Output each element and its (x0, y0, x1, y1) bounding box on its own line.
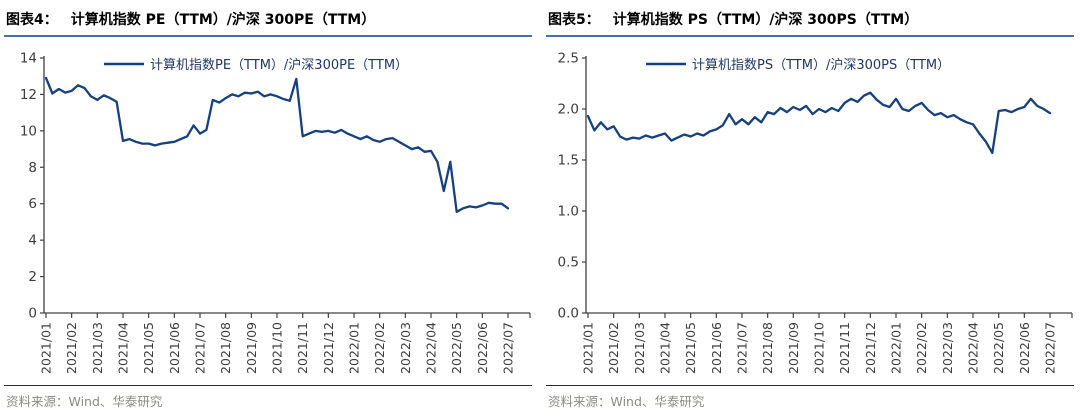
y-tick-label: 2.0 (558, 102, 579, 118)
series-line (44, 76, 510, 214)
x-tick-label: 2022/02 (914, 322, 929, 374)
x-tick-label: 2021/01 (581, 322, 596, 374)
x-tick-label: 2021/06 (167, 322, 182, 374)
y-tick-label: 1.5 (558, 153, 579, 169)
x-tick-label: 2022/01 (347, 322, 362, 374)
x-tick-label: 2021/01 (39, 322, 54, 374)
figure4-title-block: 图表4： 计算机指数 PE（TTM）/沪深 300PE（TTM） (4, 0, 532, 37)
x-tick-label: 2022/04 (424, 322, 439, 374)
x-tick-label: 2021/07 (735, 322, 750, 374)
x-tick-label: 2021/11 (295, 322, 310, 374)
x-tick-label: 2021/02 (64, 322, 79, 374)
figure4-source-rule: 资料来源：Wind、华泰研究 (4, 385, 532, 410)
x-tick-label: 2022/06 (475, 322, 490, 374)
x-tick-label: 2022/01 (889, 322, 904, 374)
y-tick-label: 6 (28, 196, 37, 212)
series-line (586, 91, 1052, 155)
figure4-source-note: 资料来源：Wind、华泰研究 (6, 394, 163, 409)
x-tick-label: 2022/05 (449, 322, 464, 374)
x-tick-label: 2022/07 (501, 322, 516, 374)
x-tick-label: 2021/12 (321, 322, 336, 374)
x-tick-label: 2021/07 (193, 322, 208, 374)
x-tick-label: 2021/05 (683, 322, 698, 374)
x-tick-label: 2022/07 (1043, 322, 1058, 374)
x-tick-label: 2021/10 (812, 322, 827, 374)
y-tick-label: 10 (20, 123, 37, 139)
figure5-source-note: 资料来源：Wind、华泰研究 (548, 394, 705, 409)
y-tick-label: 8 (28, 160, 37, 176)
y-tick-label: 0.5 (558, 255, 579, 271)
y-tick-label: 14 (20, 51, 37, 67)
figure5-title: 计算机指数 PS（TTM）/沪深 300PS（TTM） (612, 12, 919, 28)
legend-label: 计算机指数PE（TTM）/沪深300PE（TTM） (150, 57, 408, 73)
x-tick-label: 2021/06 (709, 322, 724, 374)
figure5-panel: 图表5： 计算机指数 PS（TTM）/沪深 300PS（TTM） 0.0 0.5 1.… (546, 0, 1074, 411)
x-tick-label: 2021/08 (760, 322, 775, 374)
figure5-source-rule: 资料来源：Wind、华泰研究 (546, 385, 1074, 410)
figure5-title-block: 图表5： 计算机指数 PS（TTM）/沪深 300PS（TTM） (546, 0, 1074, 37)
x-tick-label: 2021/05 (141, 322, 156, 374)
x-tick-label: 2021/02 (606, 322, 621, 374)
x-tick-label: 2022/03 (940, 322, 955, 374)
x-tick-label: 2022/04 (966, 322, 981, 374)
x-tick-label: 2021/09 (244, 322, 259, 374)
x-tick-label: 2021/03 (90, 322, 105, 374)
x-tick-label: 2022/06 (1017, 322, 1032, 374)
x-tick-label: 2021/03 (632, 322, 647, 374)
legend-label: 计算机指数PS（TTM）/沪深300PS（TTM） (692, 57, 950, 73)
y-tick-label: 12 (20, 87, 37, 103)
pe-ratio-line-chart: 0 2 4 6 8 10 12 14 2021/01 2021/02 2021/03 2021/04 2… (20, 51, 531, 374)
y-tick-label: 0.0 (558, 306, 579, 322)
x-tick-label: 2021/08 (218, 322, 233, 374)
x-tick-label: 2022/02 (372, 322, 387, 374)
ps-ratio-line-chart: 0.0 0.5 1.0 1.5 2.0 2.5 2021/01 2021/02 2021/03 2… (558, 51, 1073, 374)
figure5-label: 图表5： (548, 12, 600, 28)
x-tick-label: 2021/10 (270, 322, 285, 374)
x-tick-label: 2022/05 (991, 322, 1006, 374)
x-tick-label: 2021/11 (837, 322, 852, 374)
x-tick-label: 2021/12 (863, 322, 878, 374)
x-tick-label: 2022/03 (398, 322, 413, 374)
y-tick-label: 2.5 (558, 51, 579, 67)
figure4-label: 图表4： (6, 12, 58, 28)
x-tick-label: 2021/04 (658, 322, 673, 374)
y-tick-label: 0 (28, 306, 37, 322)
y-tick-label: 1.0 (558, 204, 579, 220)
figure4-panel: 图表4： 计算机指数 PE（TTM）/沪深 300PE（TTM） 0 2 4 6 8 10 1… (4, 0, 532, 411)
y-tick-label: 4 (28, 233, 37, 249)
x-tick-label: 2021/04 (116, 322, 131, 374)
x-tick-label: 2021/09 (786, 322, 801, 374)
figure4-title: 计算机指数 PE（TTM）/沪深 300PE（TTM） (70, 12, 376, 28)
y-tick-label: 2 (28, 269, 37, 285)
